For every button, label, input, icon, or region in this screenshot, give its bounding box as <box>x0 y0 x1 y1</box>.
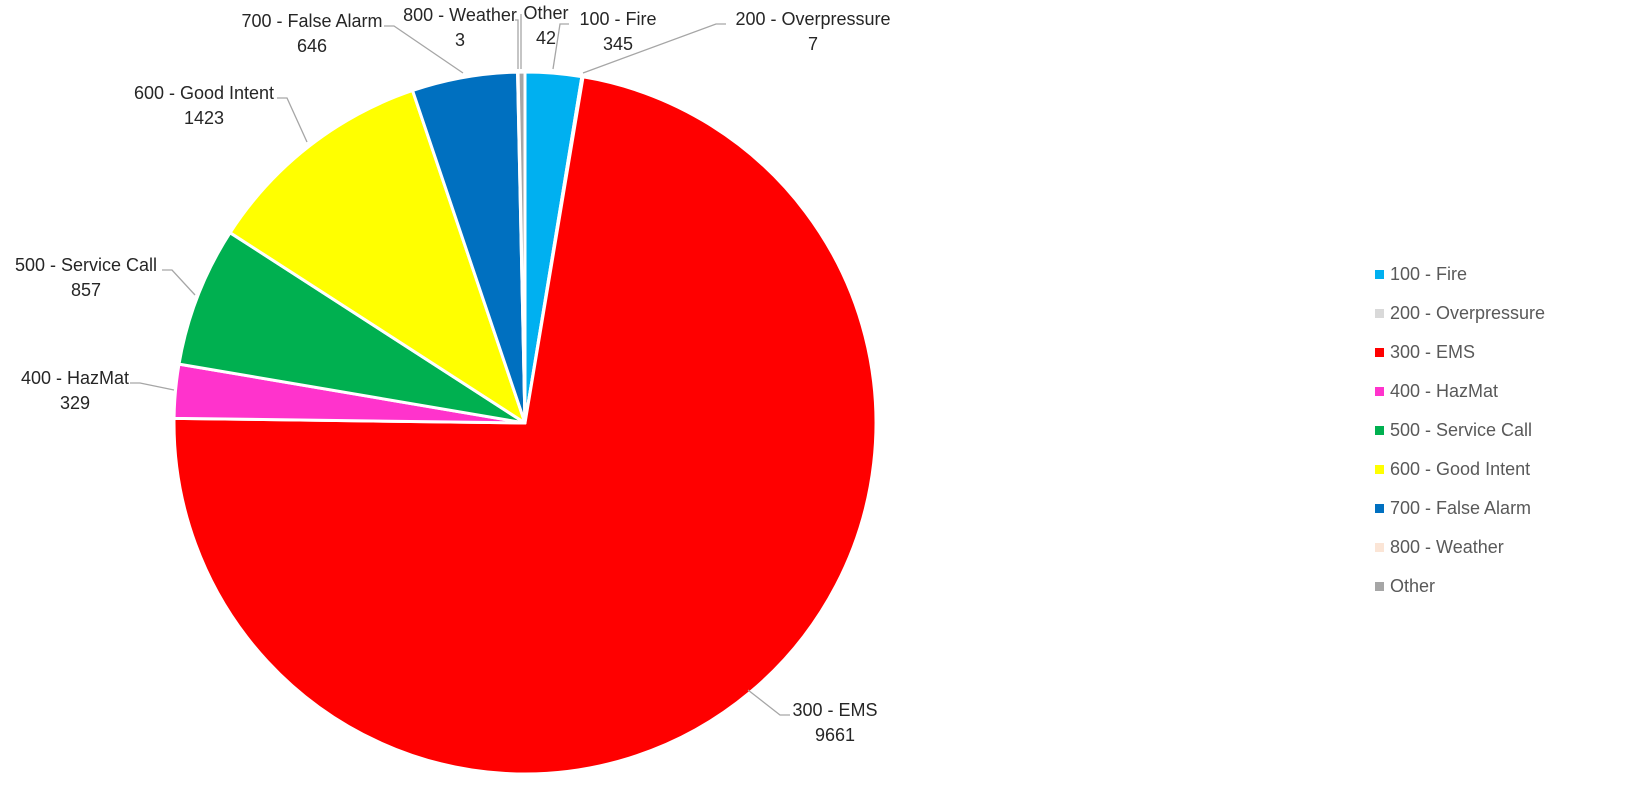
legend-swatch <box>1375 582 1384 591</box>
legend-label: 400 - HazMat <box>1390 381 1499 401</box>
legend-swatch <box>1375 504 1384 513</box>
legend-label: 800 - Weather <box>1390 537 1504 557</box>
data-label-value-500-service-call: 857 <box>71 280 101 300</box>
pie-slice-300-ems <box>172 75 878 776</box>
data-label-category-700-false-alarm: 700 - False Alarm <box>241 11 382 31</box>
legend-swatch <box>1375 387 1384 396</box>
data-label-value-700-false-alarm: 646 <box>297 36 327 56</box>
legend-item-800-weather: 800 - Weather <box>1375 528 1545 567</box>
data-labels: 100 - Fire 345 200 - Overpressure 7 300 - EM… <box>15 3 891 745</box>
data-label-value-200-overpressure: 7 <box>808 34 818 54</box>
legend-item-100-fire: 100 - Fire <box>1375 255 1545 294</box>
data-label-category-500-service-call: 500 - Service Call <box>15 255 157 275</box>
legend-label: 300 - EMS <box>1390 342 1476 362</box>
data-label-value-100-fire: 345 <box>603 34 633 54</box>
legend-label: Other <box>1390 576 1436 596</box>
data-label-category-100-fire: 100 - Fire <box>579 9 656 29</box>
leader-line-100-fire <box>552 23 569 70</box>
legend-label: 600 - Good Intent <box>1390 459 1531 479</box>
legend-label: 500 - Service Call <box>1390 420 1533 440</box>
legend-item-500-service-call: 500 - Service Call <box>1375 411 1545 450</box>
legend-item-300-ems: 300 - EMS <box>1375 333 1545 372</box>
data-label-value-300-ems: 9661 <box>815 725 855 745</box>
leader-line-400-hazmat <box>130 382 175 391</box>
data-label-category-800-weather: 800 - Weather <box>403 5 517 25</box>
legend-swatch <box>1375 543 1384 552</box>
legend-label: 200 - Overpressure <box>1390 303 1546 323</box>
leader-line-600-good-intent <box>277 97 308 143</box>
legend-swatch <box>1375 465 1384 474</box>
pie-slice-600-good-intent <box>228 89 527 425</box>
data-label-category-400-hazmat: 400 - HazMat <box>21 368 129 388</box>
leader-line-200-overpressure <box>582 23 726 74</box>
data-label-category-other: Other <box>523 3 568 23</box>
legend: 100 - Fire 200 - Overpressure 300 - EMS 400… <box>1375 255 1545 606</box>
pie-slice-500-service-call <box>177 231 527 425</box>
legend-label: 100 - Fire <box>1390 264 1468 284</box>
legend-swatch <box>1375 426 1384 435</box>
legend-item-700-false-alarm: 700 - False Alarm <box>1375 489 1545 528</box>
leader-line-700-false-alarm <box>384 25 464 74</box>
legend-item-200-overpressure: 200 - Overpressure <box>1375 294 1545 333</box>
legend-swatch <box>1375 348 1384 357</box>
data-label-value-800-weather: 3 <box>455 30 465 50</box>
leader-line-300-ems <box>747 689 790 716</box>
legend-swatch <box>1375 309 1384 318</box>
legend-swatch <box>1375 270 1384 279</box>
legend-item-600-good-intent: 600 - Good Intent <box>1375 450 1545 489</box>
data-label-value-600-good-intent: 1423 <box>184 108 224 128</box>
leader-line-800-weather <box>515 19 519 69</box>
data-label-value-400-hazmat: 329 <box>60 393 90 413</box>
data-label-category-600-good-intent: 600 - Good Intent <box>134 83 274 103</box>
legend-item-400-hazmat: 400 - HazMat <box>1375 372 1545 411</box>
legend-label: 700 - False Alarm <box>1390 498 1532 518</box>
legend-item-other: Other <box>1375 567 1545 606</box>
data-label-category-300-ems: 300 - EMS <box>792 700 877 720</box>
data-label-value-other: 42 <box>536 28 556 48</box>
pie-slice-other <box>516 70 527 425</box>
leader-lines <box>130 14 790 716</box>
leader-line-500-service-call <box>162 269 196 296</box>
pie-slices <box>172 70 878 776</box>
data-label-category-200-overpressure: 200 - Overpressure <box>735 9 890 29</box>
